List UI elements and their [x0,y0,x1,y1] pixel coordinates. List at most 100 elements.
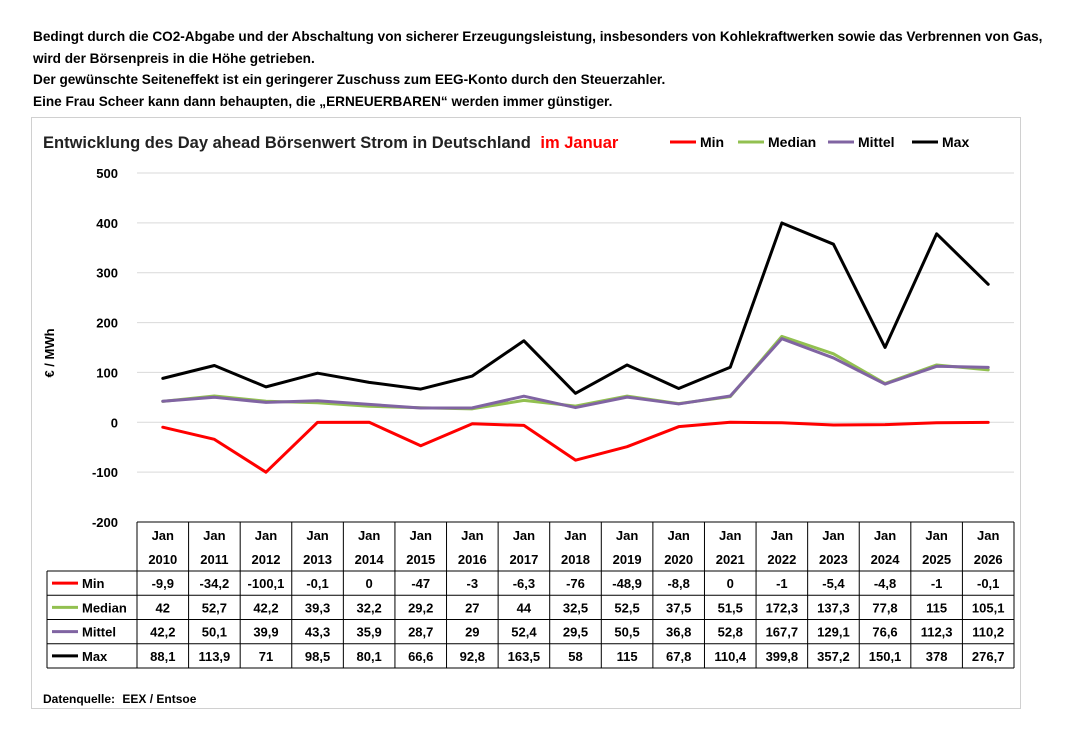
x-tick-month: Jan [564,528,586,543]
data-label: -5,4 [822,576,845,591]
y-tick-label: 400 [96,216,118,231]
data-label: 67,8 [666,649,691,664]
data-label: 32,5 [563,600,588,615]
data-label: 66,6 [408,649,433,664]
series-line-mittel [161,337,990,410]
x-tick-year: 2011 [200,552,228,567]
data-point-min [729,421,732,424]
data-label: 36,8 [666,625,691,640]
data-point-mittel [935,365,938,368]
x-tick-year: 2017 [509,552,538,567]
data-label: 35,9 [356,625,381,640]
x-tick-month: Jan [822,528,844,543]
data-label: 39,3 [305,600,330,615]
data-label: 42 [156,600,170,615]
data-point-min [987,421,990,424]
data-point-min [367,421,371,424]
data-label: -3 [467,576,479,591]
source-note: Datenquelle: EEX / Entsoe [43,692,197,706]
x-tick-month: Jan [152,528,174,543]
x-tick-year: 2025 [922,552,951,567]
x-tick-year: 2023 [819,552,848,567]
data-label: 399,8 [766,649,799,664]
data-point-max [574,392,577,395]
data-point-mittel [625,395,629,399]
data-point-max [264,385,268,389]
data-label: 32,2 [356,600,381,615]
table-row-label: Mittel [82,625,116,640]
data-label: -6,3 [513,576,535,591]
data-point-mittel [161,400,164,403]
data-label: 44 [517,600,532,615]
data-label: -1 [931,576,943,591]
data-point-min [213,438,216,441]
y-tick-label: -200 [92,515,118,530]
data-point-mittel [471,406,474,410]
data-label: 137,3 [817,600,850,615]
data-point-mittel [677,402,680,406]
data-label: 39,9 [253,625,278,640]
series-line-min [161,420,990,474]
x-tick-year: 2018 [561,552,590,567]
data-point-min [677,425,680,428]
data-label: 52,5 [614,600,639,615]
chart-legend: Min Median Mittel Max [670,134,969,150]
y-axis: 500 400 300 200 100 0 -100 -200 [92,166,118,530]
data-point-median [780,335,784,338]
data-point-min [316,421,319,424]
data-point-min [832,423,835,427]
data-point-min [780,421,784,424]
x-tick-month: Jan [306,528,328,543]
data-label: 43,3 [305,625,330,640]
data-label: 29,2 [408,600,433,615]
data-label: -1 [776,576,788,591]
data-point-min [522,424,526,427]
data-label: 276,7 [972,649,1005,664]
data-point-mittel [883,382,887,386]
data-label: 172,3 [766,600,799,615]
x-tick-month: Jan [410,528,432,543]
x-tick-month: Jan [874,528,896,543]
legend-label-mittel: Mittel [858,134,895,150]
data-point-max [213,364,216,367]
x-tick-month: Jan [977,528,999,543]
x-tick-month: Jan [771,528,793,543]
data-point-max [316,371,319,375]
data-point-mittel [522,394,526,398]
data-label: 378 [926,649,948,664]
data-point-min [574,458,577,462]
data-point-min [264,470,268,474]
x-tick-year: 2014 [355,552,385,567]
data-label: 77,8 [872,600,897,615]
chart-title-highlight: im Januar [540,134,619,152]
data-point-min [471,422,474,425]
data-label: -34,2 [200,576,230,591]
data-label: 76,6 [872,625,897,640]
data-label: 92,8 [460,649,485,664]
data-label: 71 [259,649,273,664]
data-label: 112,3 [921,625,953,640]
intro-line-2: wird der Börsenpreis in die Höhe getrieb… [33,50,315,66]
y-axis-label: € / MWh [42,328,57,377]
y-tick-label: 0 [111,415,118,430]
table-row-label: Max [82,649,108,664]
data-point-max [987,283,990,286]
data-label: 115 [926,600,947,615]
x-tick-year: 2019 [613,552,642,567]
data-label: 52,8 [718,625,743,640]
legend-label-min: Min [700,134,724,150]
data-point-max [471,374,474,378]
x-tick-year: 2021 [716,552,745,567]
data-label: -47 [411,576,430,591]
data-label: 0 [366,576,373,591]
data-label: 51,5 [718,600,743,615]
data-label: 42,2 [150,625,175,640]
data-label: 52,7 [202,600,227,615]
data-label: -8,8 [667,576,689,591]
x-tick-month: Jan [358,528,380,543]
data-label: 129,1 [817,625,850,640]
data-label: 52,4 [511,625,537,640]
intro-line-1: Bedingt durch die CO2-Abgabe und der Abs… [33,29,1043,44]
x-tick-month: Jan [667,528,689,543]
x-tick-year: 2022 [767,552,796,567]
